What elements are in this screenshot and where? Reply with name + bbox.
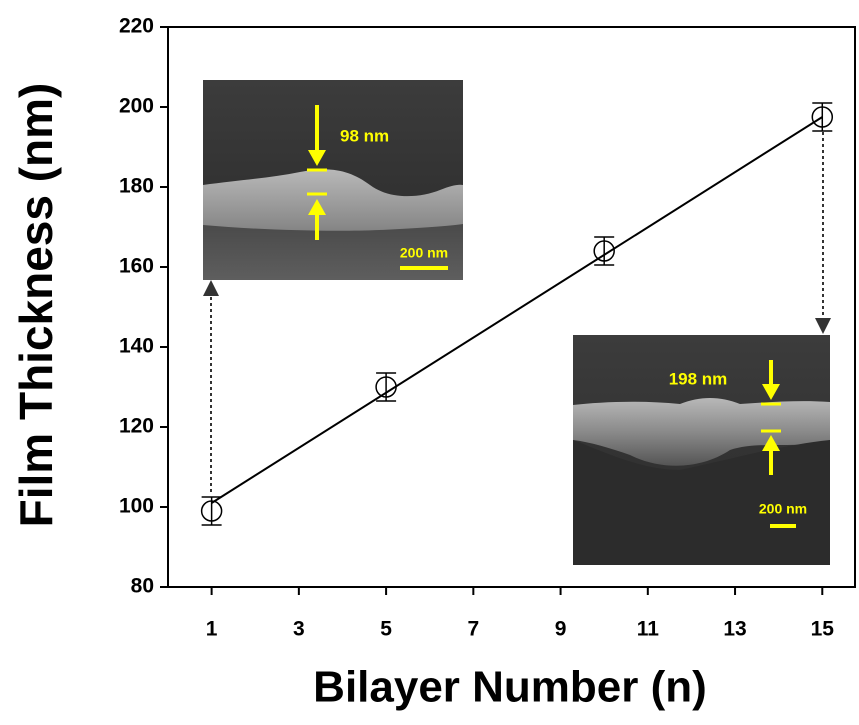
- y-tick-label: 80: [131, 575, 154, 598]
- x-tick-label: 5: [380, 618, 392, 641]
- y-tick-label: 220: [119, 15, 154, 38]
- x-tick-label: 7: [467, 618, 479, 641]
- y-tick-label: 140: [119, 335, 154, 358]
- page: {"chart_data": { "type": "scatter", "xla…: [0, 0, 859, 725]
- x-axis-title: Bilayer Number (n): [313, 663, 707, 712]
- y-tick-label: 100: [119, 495, 154, 518]
- x-tick-label: 11: [637, 618, 660, 641]
- y-tick-label: 160: [119, 255, 154, 278]
- x-tick-label: 3: [293, 618, 305, 641]
- x-tick-label: 9: [555, 618, 567, 641]
- sem-inset-right: 198 nm 200 nm: [573, 335, 830, 565]
- y-tick-label: 120: [119, 415, 154, 438]
- thickness-label: 98 nm: [340, 126, 389, 145]
- y-axis-title: Film Thickness (nm): [10, 83, 62, 528]
- x-tick-label: 15: [811, 618, 835, 641]
- chart: 98 nm 200 nm 198 nm 200 nm Film Thicknes…: [0, 0, 859, 725]
- x-tick-label: 1: [206, 618, 218, 641]
- y-tick-label: 200: [119, 95, 154, 118]
- y-tick-label: 180: [119, 175, 154, 198]
- scale-label: 200 nm: [759, 501, 807, 517]
- sem-inset-left: 98 nm 200 nm: [203, 80, 463, 280]
- scale-label: 200 nm: [400, 245, 448, 261]
- thickness-label: 198 nm: [669, 369, 728, 388]
- x-tick-label: 13: [723, 618, 746, 641]
